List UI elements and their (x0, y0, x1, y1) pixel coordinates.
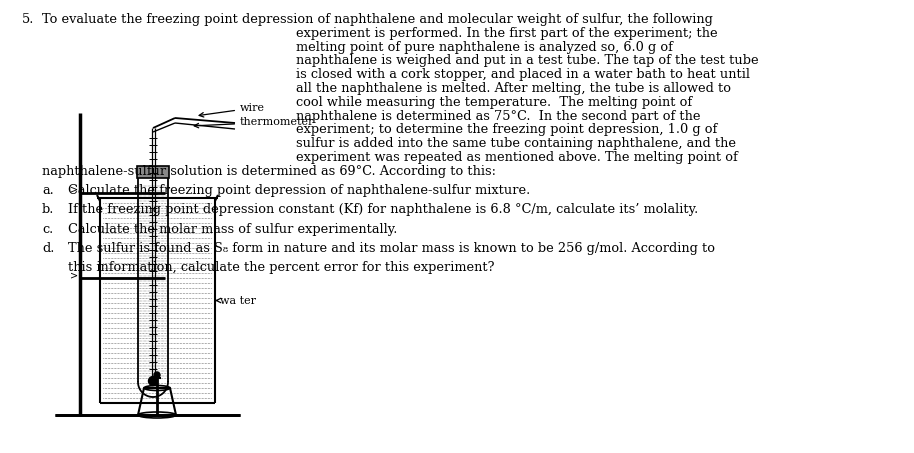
Text: If the freezing point depression constant (Kf) for naphthalene is 6.8 °C/m, calc: If the freezing point depression constan… (68, 203, 698, 217)
Bar (137, 166, 169, 178)
Text: wa ter: wa ter (217, 295, 256, 305)
Text: >: > (70, 185, 78, 195)
Text: naphthalene is weighed and put in a test tube. The tap of the test tube: naphthalene is weighed and put in a test… (296, 54, 759, 67)
Text: experiment was repeated as mentioned above. The melting point of: experiment was repeated as mentioned abo… (296, 151, 738, 164)
Text: b.: b. (42, 203, 54, 217)
Text: a.: a. (42, 184, 54, 197)
Circle shape (154, 372, 160, 378)
Text: thermometer: thermometer (194, 117, 314, 128)
Text: experiment; to determine the freezing point depression, 1.0 g of: experiment; to determine the freezing po… (296, 123, 717, 136)
Text: Calculate the freezing point depression of naphthalene-sulfur mixture.: Calculate the freezing point depression … (68, 184, 530, 197)
Text: >: > (70, 270, 78, 280)
Text: To evaluate the freezing point depression of naphthalene and molecular weight of: To evaluate the freezing point depressio… (42, 13, 713, 26)
Text: d.: d. (42, 242, 54, 255)
Text: experiment is performed. In the first part of the experiment; the: experiment is performed. In the first pa… (296, 27, 717, 40)
Text: naphthalene is determined as 75°C.  In the second part of the: naphthalene is determined as 75°C. In th… (296, 110, 700, 123)
Text: 5.: 5. (22, 13, 35, 26)
Text: is closed with a cork stopper, and placed in a water bath to heat until: is closed with a cork stopper, and place… (296, 68, 750, 81)
Circle shape (148, 376, 157, 386)
Text: The sulfur is found as S₈ form in nature and its molar mass is known to be 256 g: The sulfur is found as S₈ form in nature… (68, 242, 715, 255)
Ellipse shape (138, 412, 176, 418)
Ellipse shape (144, 386, 170, 390)
Text: cool while measuring the temperature.  The melting point of: cool while measuring the temperature. Th… (296, 96, 692, 109)
Text: all the naphthalene is melted. After melting, the tube is allowed to: all the naphthalene is melted. After mel… (296, 82, 731, 95)
Text: melting point of pure naphthalene is analyzed so, 6.0 g of: melting point of pure naphthalene is ana… (296, 41, 673, 53)
Text: naphthalene-sulfur solution is determined as 69°C. According to this:: naphthalene-sulfur solution is determine… (42, 165, 496, 178)
Text: this information, calculate the percent error for this experiment?: this information, calculate the percent … (68, 261, 494, 275)
Text: Calculate the molar mass of sulfur experimentally.: Calculate the molar mass of sulfur exper… (68, 223, 398, 236)
Text: c.: c. (42, 223, 53, 236)
Text: wire: wire (199, 103, 265, 117)
Text: sulfur is added into the same tube containing naphthalene, and the: sulfur is added into the same tube conta… (296, 137, 736, 150)
